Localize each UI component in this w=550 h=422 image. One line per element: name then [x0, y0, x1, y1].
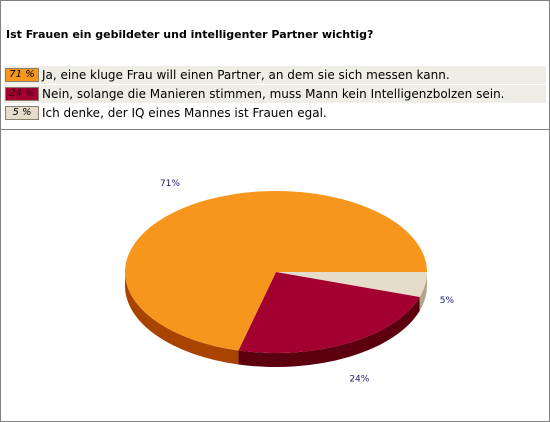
pie-data-label-1: 71% [160, 179, 180, 189]
pie-side-1 [125, 272, 239, 365]
answer-percent-badge-2: 24 % [5, 87, 39, 101]
pie-slice-2 [238, 272, 420, 353]
section-divider [1, 129, 549, 130]
answer-percent-badge-1: 71 % [5, 68, 39, 82]
pie-side-3 [419, 272, 427, 312]
answer-row-1: 71 % Ja, eine kluge Frau will einen Part… [4, 66, 546, 84]
pie-data-label-2: 24% [349, 375, 369, 385]
answer-row-3: 5 % Ich denke, der IQ eines Mannes ist F… [4, 104, 546, 122]
answer-row-2: 24 % Nein, solange die Manieren stimmen,… [4, 85, 546, 103]
answer-list: 71 % Ja, eine kluge Frau will einen Part… [4, 66, 546, 123]
poll-question: Ist Frauen ein gebildeter und intelligen… [6, 28, 374, 41]
answer-text-1: Ja, eine kluge Frau will einen Partner, … [42, 68, 450, 82]
pie-data-label-3: 5% [440, 296, 455, 306]
pie-slice-1 [125, 190, 427, 351]
pie-slice-3 [276, 272, 427, 298]
answer-percent-badge-3: 5 % [5, 106, 39, 120]
answer-text-2: Nein, solange die Manieren stimmen, muss… [42, 87, 505, 101]
pie-side-2 [238, 297, 420, 367]
answer-text-3: Ich denke, der IQ eines Mannes ist Fraue… [42, 106, 327, 120]
